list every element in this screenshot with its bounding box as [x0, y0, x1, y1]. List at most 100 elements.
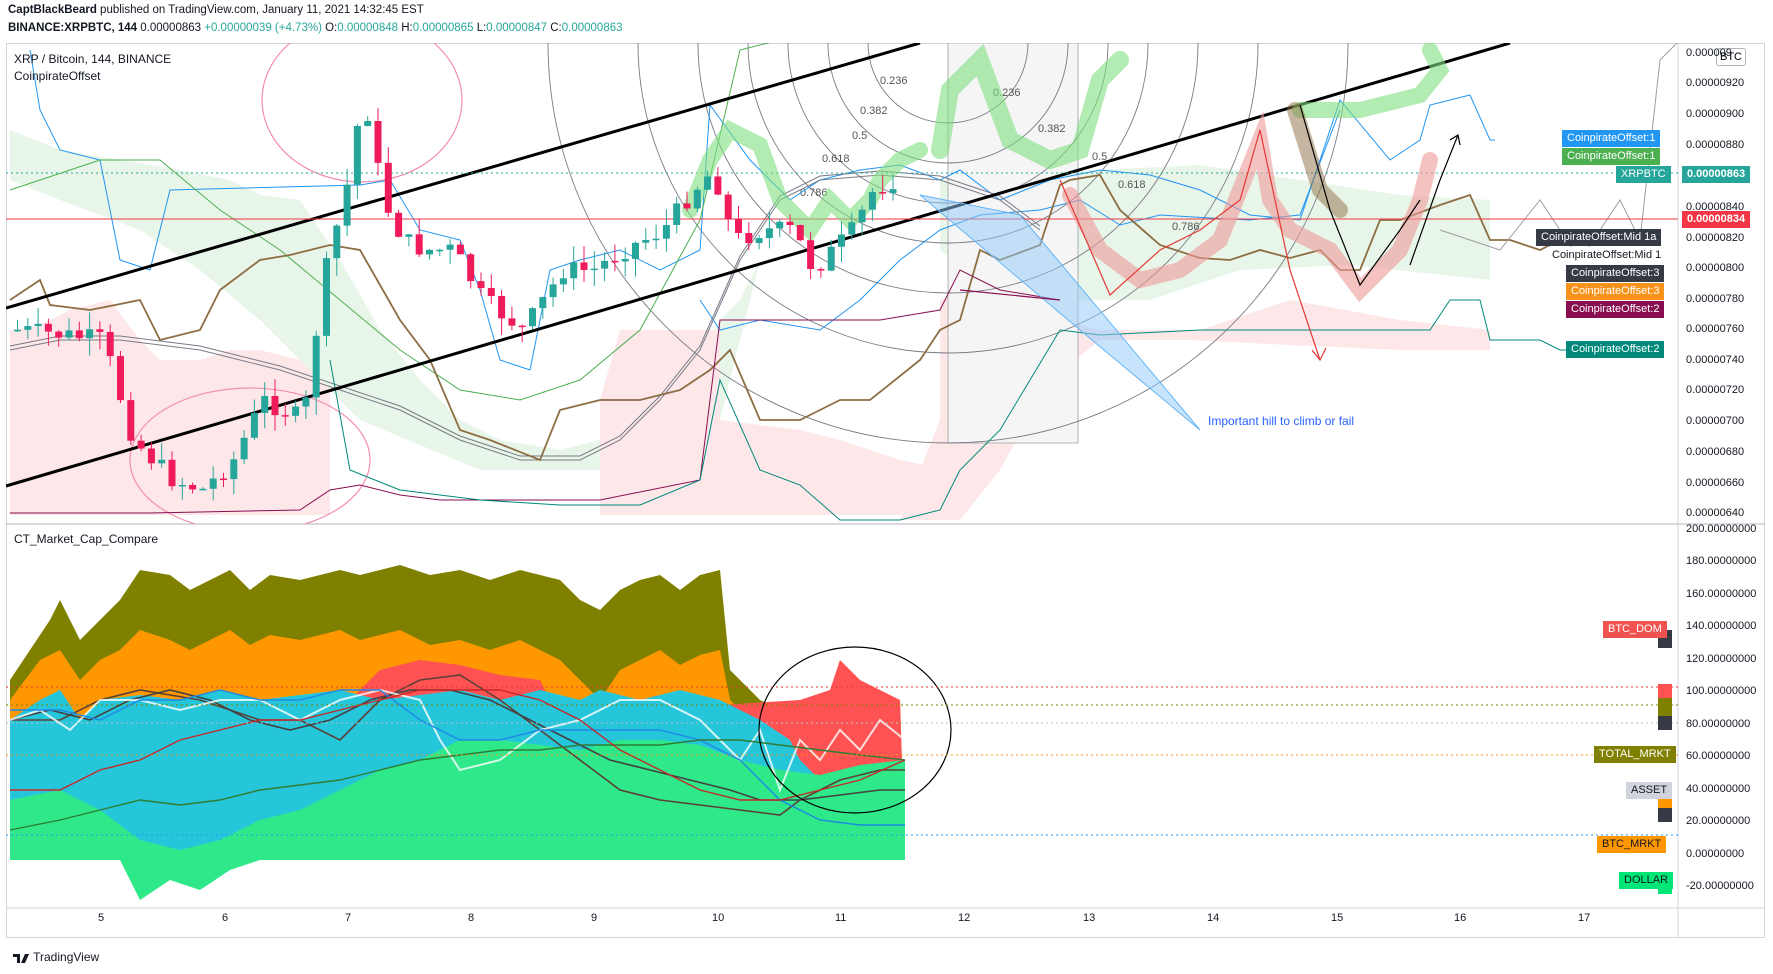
tag-offset1-green: CoinpirateOffset:1 [1562, 148, 1661, 165]
price-label: 0.00000800 [1686, 262, 1745, 274]
price-label: 0.00000640 [1686, 507, 1745, 519]
candle-body [117, 356, 124, 401]
candle-body [137, 440, 145, 449]
lower-axis-label: 80.00000000 [1686, 718, 1751, 730]
lower-axis-label: 200.00000000 [1686, 523, 1757, 535]
candle-body [601, 260, 609, 269]
candle-body [662, 225, 670, 239]
black-zigzag-2 [1409, 134, 1459, 266]
fib-label-05: 0.5 [852, 130, 867, 142]
candle-body [364, 121, 372, 126]
teal-lower [329, 299, 1590, 521]
black-ellipse [758, 646, 952, 814]
lower-pane-title[interactable]: CT_Market_Cap_Compare [14, 532, 159, 546]
lower-pane-overlays [6, 646, 1678, 836]
candle-body [333, 225, 341, 259]
candle-body [230, 459, 238, 480]
candle-body [75, 330, 83, 339]
price-change: +0.00000039 (+4.73%) [204, 22, 322, 34]
candle-body [323, 258, 330, 336]
tag-xrpbtc-label: XRPBTC [1616, 166, 1671, 183]
price-label: 0.00000900 [1686, 108, 1745, 120]
candle-body [261, 396, 269, 413]
candle-body [580, 262, 588, 270]
candle-body [302, 397, 310, 407]
stripe-dark-2 [1658, 716, 1672, 730]
candle-body [858, 209, 866, 223]
lower-lines [10, 674, 905, 816]
tag-btc-mrkt: BTC_MRKT [1597, 836, 1667, 853]
highlight-green-left [682, 119, 928, 243]
candle-body [838, 234, 845, 247]
fib-label-0382: 0.382 [860, 105, 888, 117]
candle-body [312, 335, 320, 398]
candle-body [250, 412, 258, 438]
time-label: 15 [1331, 912, 1344, 924]
chart-frame [6, 43, 1765, 938]
candle-body [86, 329, 94, 339]
candle-body [632, 242, 639, 259]
tag-offset3-orange: CoinpirateOffset:3 [1566, 283, 1665, 300]
price-label: 0.00000760 [1686, 323, 1745, 335]
price-label: 0.00000720 [1686, 384, 1745, 396]
candle-body [518, 325, 526, 328]
candle-body [240, 437, 248, 460]
candle-body [889, 189, 897, 194]
cloud-red-mid [600, 330, 950, 515]
footer-brand[interactable]: TradingView [12, 950, 99, 964]
author-name[interactable]: CaptBlackBeard [8, 4, 97, 16]
candle-body [405, 234, 413, 237]
fib-label-0382-b: 0.382 [1038, 123, 1066, 135]
line-dark-green [9, 739, 906, 831]
trend-lower [6, 43, 1511, 488]
tag-offset2-teal: CoinpirateOffset:2 [1566, 341, 1665, 358]
area-green-dip [120, 860, 260, 900]
main-pane-title[interactable]: XRP / Bitcoin, 144, BINANCE [14, 52, 172, 66]
candle-body [745, 232, 753, 244]
main-pane-indicator[interactable]: CoinpirateOffset [14, 69, 101, 83]
ohlc-o: O:0.00000848 [325, 22, 399, 34]
tag-offset2-purple: CoinpirateOffset:2 [1566, 301, 1665, 318]
currency-button[interactable]: BTC [1716, 48, 1746, 66]
candle-body [415, 234, 423, 255]
fib-label-0236: 0.236 [880, 75, 908, 87]
tag-xrpbtc-value: 0.00000863 [1682, 166, 1751, 183]
cloud-green-mid [10, 130, 760, 470]
lower-axis-label: 0.00000000 [1686, 848, 1745, 860]
candle-body [127, 400, 135, 441]
time-label: 7 [345, 912, 352, 924]
candle-body [209, 478, 217, 489]
tag-mid1: CoinpirateOffset:Mid 1 [1547, 247, 1667, 264]
candle-body [683, 203, 691, 209]
purple-target-line [959, 289, 1061, 301]
price-label: 0.00000880 [1686, 139, 1745, 151]
chart-annotation[interactable]: Important hill to climb or fail [1208, 414, 1355, 428]
tag-total-mrkt: TOTAL_MRKT [1594, 746, 1676, 763]
tag-asset: ASSET [1626, 782, 1673, 799]
candle-body [539, 297, 547, 309]
candle-body [652, 238, 660, 241]
stripe-dark-3 [1658, 808, 1672, 822]
candle-body [868, 192, 876, 210]
candle-body [796, 225, 804, 241]
black-zigzag [1299, 104, 1421, 287]
fib-label-0786-b: 0.786 [1172, 221, 1200, 233]
black-zigzag-head [1449, 134, 1461, 146]
gray-curve-a [9, 174, 1041, 461]
symbol-info: BINANCE:XRPBTC, 144 [8, 22, 138, 34]
publish-info: published on TradingView.com, January 11… [100, 4, 424, 16]
candle-body [281, 415, 289, 417]
candle-body [456, 244, 464, 255]
candle-body [529, 308, 536, 327]
fib-label-05-b: 0.5 [1092, 151, 1107, 163]
tag-red-price: 0.00000834 [1682, 211, 1751, 228]
pink-ellipse-bottom [129, 387, 371, 524]
candle-body [436, 249, 444, 252]
fib-labels: 0.236 0.382 0.5 0.618 0.786 0.236 0.382 … [800, 75, 1200, 233]
candle-body [446, 244, 454, 250]
price-label-top: 0.000009 [1686, 47, 1732, 59]
time-label: 10 [712, 912, 725, 924]
tag-dollar: DOLLAR [1619, 872, 1674, 889]
candle-body [611, 260, 619, 263]
